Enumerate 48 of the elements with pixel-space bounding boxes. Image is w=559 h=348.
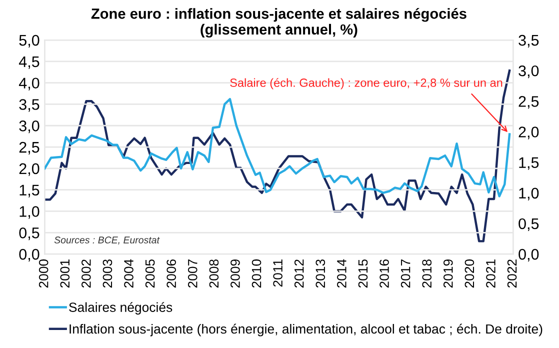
y-tick-label: 5,0 [19,34,40,48]
y2-tick-label: 0,5 [518,218,539,231]
x-tick-label: 2007 [188,260,198,288]
annotation: Salaire (éch. Gauche) : zone euro, +2,8 % sur un an [230,78,502,90]
x-tick-label: 2009 [230,260,240,288]
x-tick-label: 2006 [166,259,176,288]
y-tick-label: 3,0 [19,120,40,134]
y-tick-label: 0,5 [19,228,40,240]
x-tick-label: 2000 [38,259,48,288]
line-series [44,98,511,198]
x-tick-label: 2015 [358,259,368,288]
y-tick-label: 1,5 [20,184,40,198]
x-tick-label: 2021 [486,260,496,288]
y2-tick-label: 2,0 [518,126,539,140]
y-tick-label: 2,0 [19,163,40,176]
x-tick-label: 2008 [209,259,219,288]
x-tick-label: 2001 [60,260,70,288]
y2-tick-label: 0,0 [518,248,539,262]
y-tick-label: 4,5 [18,56,40,69]
x-tick-label: 2022 [507,260,517,288]
chart-title: Zone euro : inflation sous-jacente et salaires négociés (glissement annuel, %) [91,8,466,38]
y2-tick-label: 1,5 [519,157,539,170]
x-tick-label: 2018 [422,259,432,288]
x-tick-label: 2010 [252,259,262,288]
x-tick-label: 2019 [443,260,453,288]
x-tick-label: 2005 [145,259,155,288]
x-tick-label: 2004 [124,259,134,288]
y-tick-label: 4,0 [18,78,40,90]
y2-tick-label: 3,5 [518,34,539,48]
annotation: Sources : BCE, Eurostat [54,236,160,245]
x-tick-label: 2011 [273,260,282,287]
y2-tick-label: 3,0 [518,65,539,78]
x-tick-label: 2003 [102,259,112,288]
legend-label: Inflation sous-jacente (hors énergie, alimentation, alcool et tabac ; éch. De droite) [70,324,542,336]
y-tick-label: 3,5 [19,99,40,112]
legend-label: Salaires négociés [69,302,172,315]
x-tick-label: 2017 [400,260,410,288]
y-tick-label: 0,0 [19,248,40,262]
x-tick-label: 2020 [464,259,474,288]
y-tick-label: 2,5 [19,142,40,155]
x-tick-label: 2014 [337,259,346,288]
x-tick-label: 2012 [294,260,304,288]
y-tick-label: 1,0 [20,206,40,219]
x-tick-label: 2002 [82,260,91,288]
y2-tick-label: 2,5 [518,96,539,109]
x-tick-label: 2013 [316,259,326,288]
y2-tick-label: 1,0 [519,188,539,200]
x-tick-label: 2016 [380,259,389,288]
